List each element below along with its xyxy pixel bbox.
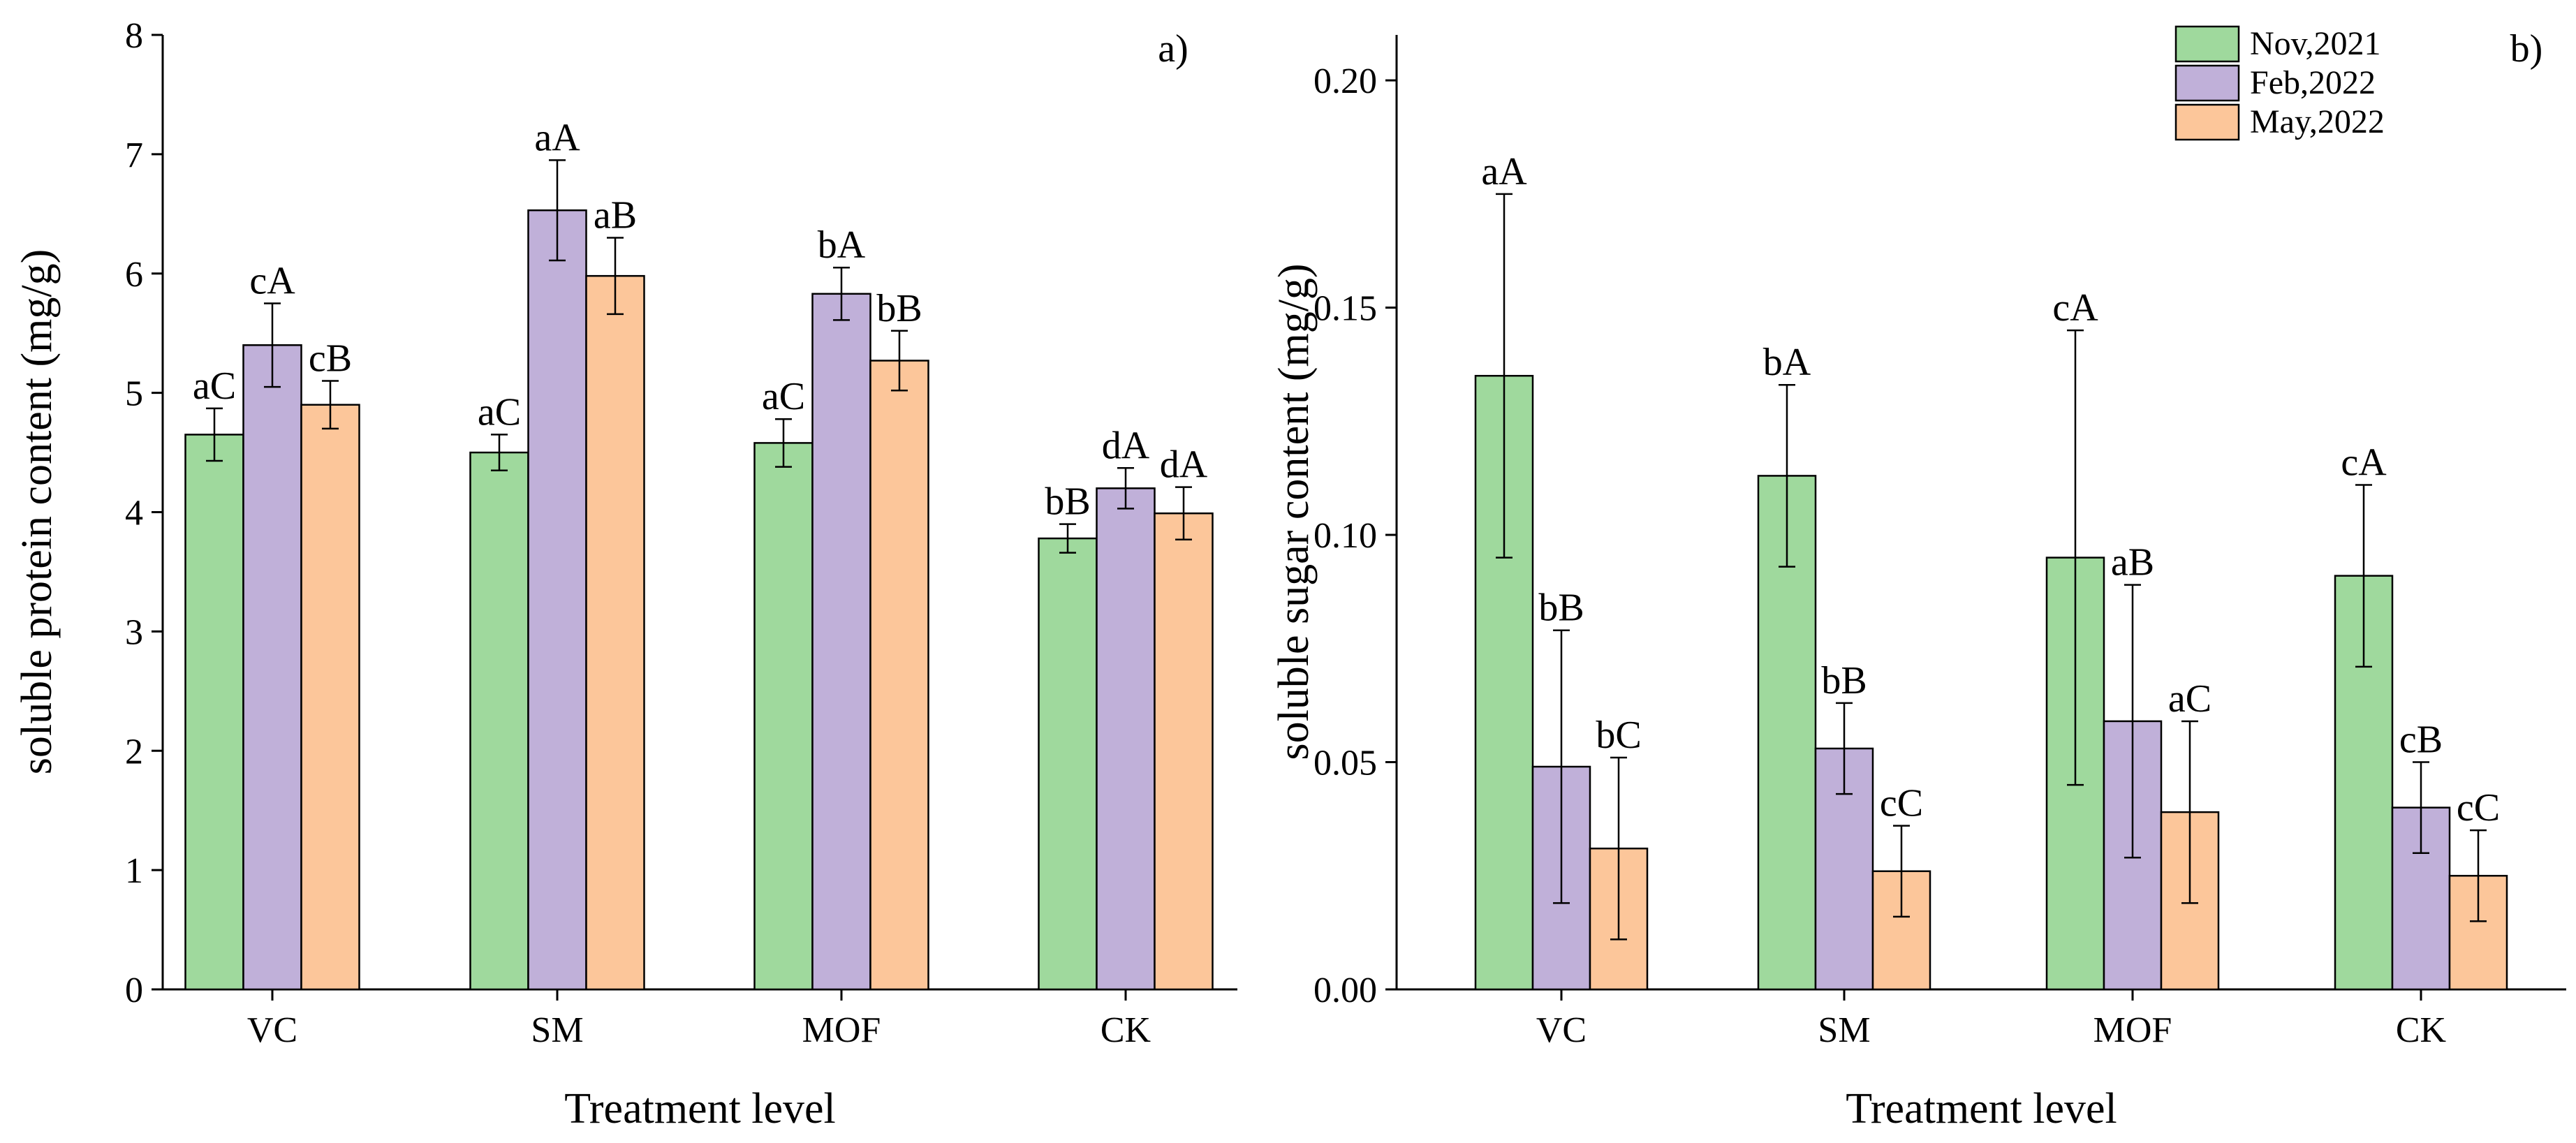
y-tick-label: 0.05 bbox=[1313, 744, 1377, 783]
y-tick-label: 2 bbox=[125, 732, 143, 772]
significance-label: cC bbox=[1880, 782, 1923, 825]
significance-label: bA bbox=[1763, 341, 1811, 384]
significance-label: cB bbox=[309, 337, 352, 381]
y-axis-title: soluble sugar content (mg/g) bbox=[1270, 263, 1318, 760]
x-tick-label: CK bbox=[2396, 1010, 2447, 1050]
bar bbox=[585, 274, 645, 991]
y-tick-label: 8 bbox=[125, 16, 143, 56]
x-tick-label: SM bbox=[531, 1010, 583, 1050]
x-tick-label: VC bbox=[1536, 1010, 1587, 1050]
bar bbox=[300, 404, 360, 991]
y-axis-title: soluble protein content (mg/g) bbox=[13, 249, 61, 774]
x-tick-label: CK bbox=[1101, 1010, 1151, 1050]
legend-swatch bbox=[2174, 25, 2240, 63]
y-tick-label: 4 bbox=[125, 494, 143, 533]
bar bbox=[242, 344, 302, 991]
y-tick-label: 3 bbox=[125, 612, 143, 652]
y-tick-label: 1 bbox=[125, 851, 143, 891]
significance-label: cA bbox=[2052, 286, 2098, 330]
y-tick-label: 0.00 bbox=[1313, 971, 1377, 1010]
y-tick-label: 6 bbox=[125, 255, 143, 295]
significance-label: aC bbox=[193, 364, 236, 408]
legend-swatch bbox=[2174, 103, 2240, 141]
legend-label: Nov,2021 bbox=[2250, 25, 2381, 62]
x-axis-title: Treatment level bbox=[1846, 1085, 2117, 1133]
x-tick-label: SM bbox=[1818, 1010, 1870, 1050]
significance-label: bA bbox=[818, 223, 866, 267]
x-tick-label: MOF bbox=[2093, 1010, 2172, 1050]
significance-label: dA bbox=[1102, 424, 1150, 467]
significance-label: cA bbox=[249, 259, 295, 302]
bar bbox=[469, 451, 529, 991]
legend-label: May,2022 bbox=[2250, 103, 2385, 140]
x-axis-title: Treatment level bbox=[564, 1085, 836, 1133]
bar bbox=[184, 434, 244, 991]
bar bbox=[527, 209, 587, 991]
bar bbox=[1038, 537, 1098, 991]
significance-label: bB bbox=[1821, 659, 1867, 702]
bar bbox=[753, 442, 814, 991]
significance-label: aC bbox=[762, 375, 805, 418]
significance-label: aB bbox=[594, 193, 637, 237]
bar bbox=[869, 360, 929, 991]
y-tick-label: 0.20 bbox=[1313, 61, 1377, 101]
bar bbox=[1096, 487, 1156, 991]
bar bbox=[811, 293, 871, 991]
significance-label: aC bbox=[2168, 677, 2211, 721]
significance-label: cA bbox=[2341, 441, 2387, 484]
legend-swatch bbox=[2174, 64, 2240, 102]
significance-label: bB bbox=[876, 287, 922, 330]
y-tick-label: 0 bbox=[125, 971, 143, 1010]
significance-label: bC bbox=[1596, 714, 1641, 757]
y-tick-label: 5 bbox=[125, 374, 143, 414]
significance-label: aA bbox=[534, 116, 580, 159]
y-tick-label: 0.15 bbox=[1313, 289, 1377, 329]
significance-label: aB bbox=[2111, 541, 2154, 584]
y-tick-label: 0.10 bbox=[1313, 516, 1377, 556]
y-tick-label: 7 bbox=[125, 135, 143, 175]
bar bbox=[1154, 512, 1214, 991]
panel-label: a) bbox=[1158, 27, 1188, 71]
significance-label: bB bbox=[1538, 587, 1584, 630]
panel-b-sugar-chart: 0.00 0.05 0.10 0.15 0.20 soluble sugar conten… bbox=[1270, 25, 2566, 1133]
panel-label: b) bbox=[2510, 27, 2543, 71]
significance-label: cB bbox=[2399, 718, 2443, 762]
x-tick-label: VC bbox=[247, 1010, 297, 1050]
significance-label: dA bbox=[1160, 443, 1208, 487]
significance-label: cC bbox=[2457, 786, 2500, 829]
significance-label: aC bbox=[478, 390, 521, 434]
significance-label: aA bbox=[1481, 150, 1527, 193]
legend-label: Feb,2022 bbox=[2250, 64, 2376, 101]
x-tick-label: MOF bbox=[802, 1010, 881, 1050]
significance-label: bB bbox=[1045, 480, 1090, 524]
panel-a-protein-chart: 0 1 2 3 4 5 6 7 8 soluble protein content (mg/g) T… bbox=[13, 16, 1237, 1133]
